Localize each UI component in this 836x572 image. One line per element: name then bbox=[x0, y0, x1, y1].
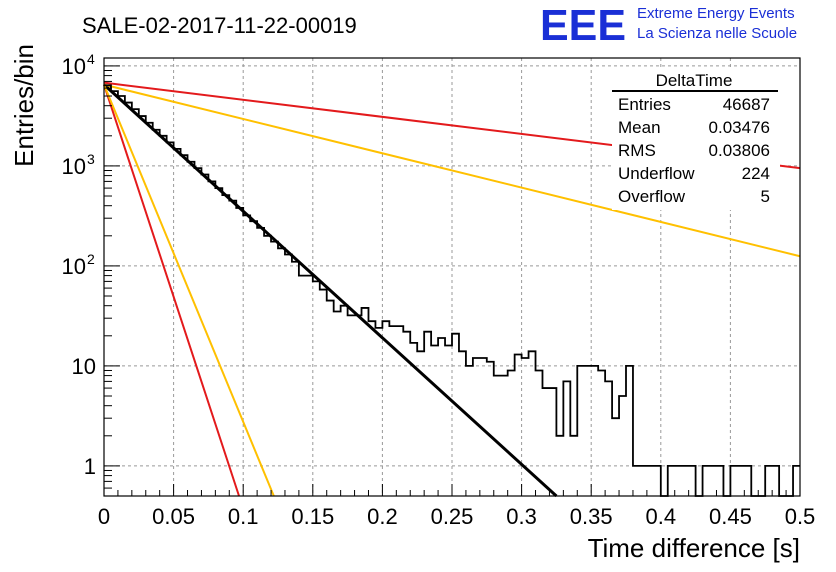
x-tick-label: 0.45 bbox=[709, 504, 752, 529]
stats-row-label: Overflow bbox=[618, 187, 686, 206]
y-axis-title: Entries/bin bbox=[9, 44, 39, 167]
x-tick-label: 0.05 bbox=[152, 504, 195, 529]
y-tick-label: 10 bbox=[72, 354, 96, 379]
stats-box-title: DeltaTime bbox=[656, 71, 733, 90]
y-tick-exponent: 2 bbox=[87, 251, 95, 267]
fit-curve bbox=[103, 83, 801, 258]
stats-box: DeltaTime Entries 46687 Mean 0.03476 RMS 0.03… bbox=[612, 70, 780, 210]
y-tick-label: 1 bbox=[84, 454, 96, 479]
stats-row-value: 0.03476 bbox=[709, 118, 770, 137]
fit-curve bbox=[103, 84, 240, 497]
histogram bbox=[104, 84, 800, 497]
x-tick-label: 0.25 bbox=[431, 504, 474, 529]
x-axis-title: Time difference [s] bbox=[588, 533, 800, 563]
stats-row-value: 0.03806 bbox=[709, 141, 770, 160]
logo-mark: EEE bbox=[540, 1, 626, 50]
stats-box-background bbox=[612, 70, 780, 210]
y-tick-exponent: 3 bbox=[87, 151, 95, 167]
x-tick-label: 0.35 bbox=[570, 504, 613, 529]
y-tick-label: 10 bbox=[62, 154, 86, 179]
logo-line-1: Extreme Energy Events bbox=[637, 5, 795, 22]
x-tick-label: 0.5 bbox=[785, 504, 816, 529]
x-tick-label: 0.1 bbox=[228, 504, 259, 529]
stats-row-label: Underflow bbox=[618, 164, 695, 183]
stats-row-label: RMS bbox=[618, 141, 656, 160]
stats-row-value: 224 bbox=[742, 164, 770, 183]
logo-line-2: La Scienza nelle Scuole bbox=[637, 25, 797, 42]
x-tick-label: 0.4 bbox=[646, 504, 677, 529]
fit-curve bbox=[102, 83, 558, 498]
stats-row-label: Mean bbox=[618, 118, 661, 137]
x-tick-label: 0 bbox=[98, 504, 110, 529]
fit-curve bbox=[103, 84, 275, 497]
stats-row-value: 46687 bbox=[723, 95, 770, 114]
stats-row-label: Entries bbox=[618, 95, 671, 114]
y-tick-exponent: 4 bbox=[87, 51, 95, 67]
chart-title: SALE-02-2017-11-22-00019 bbox=[82, 13, 357, 38]
x-tick-label: 0.2 bbox=[367, 504, 398, 529]
x-tick-label: 0.3 bbox=[506, 504, 537, 529]
x-tick-label: 0.15 bbox=[291, 504, 334, 529]
stats-row-value: 5 bbox=[761, 187, 770, 206]
x-axis-ticks: 0 0.05 0.1 0.15 0.2 0.25 0.3 0.35 0.4 0.45 0.5 bbox=[98, 484, 815, 529]
y-tick-label: 10 bbox=[62, 54, 86, 79]
y-tick-label: 10 bbox=[62, 254, 86, 279]
stats-rows: Entries 46687 Mean 0.03476 RMS 0.03806 Underfl… bbox=[618, 95, 770, 206]
histogram-outline bbox=[104, 84, 800, 497]
